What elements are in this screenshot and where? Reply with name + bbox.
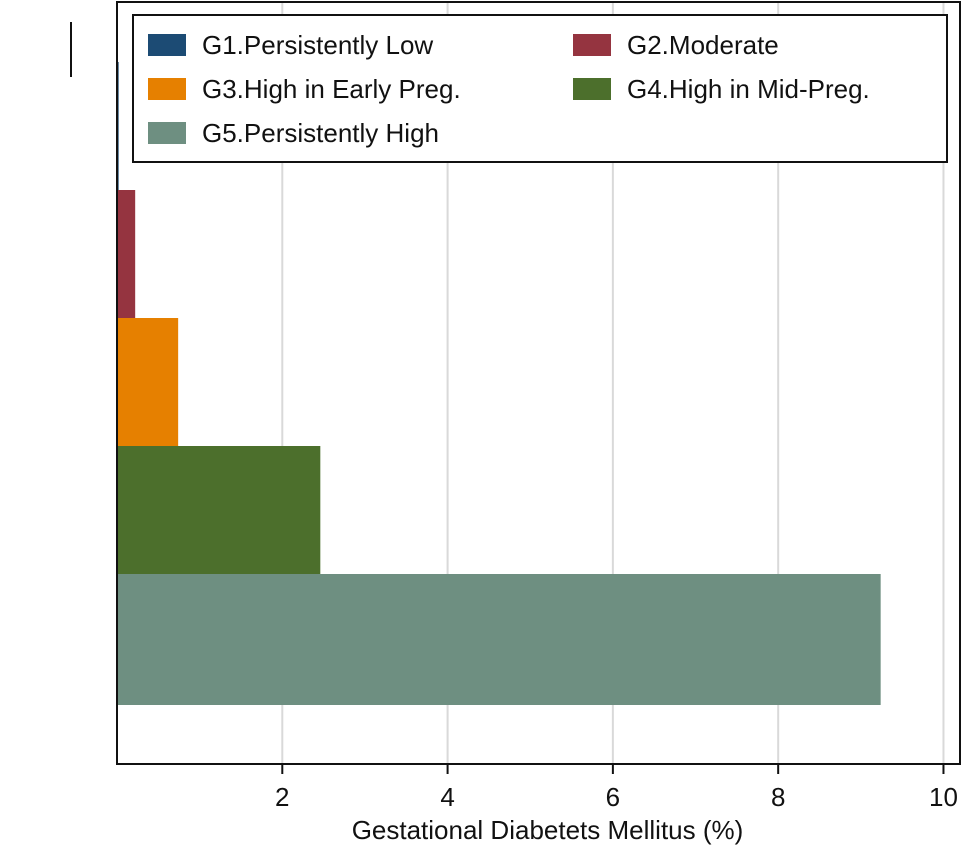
legend-label-g3: G3.High in Early Preg. <box>202 74 461 104</box>
x-axis <box>116 2 960 765</box>
bars <box>117 62 881 705</box>
bar-g2 <box>117 190 136 321</box>
x-tick-label-8: 8 <box>771 782 785 812</box>
x-tick-label-6: 6 <box>606 782 620 812</box>
x-axis-title: Gestational Diabetets Mellitus (%) <box>352 815 744 845</box>
legend-label-g1: G1.Persistently Low <box>202 30 433 60</box>
bar-g4 <box>117 446 321 577</box>
bar-g3 <box>117 318 179 449</box>
x-tick-label-2: 2 <box>275 782 289 812</box>
x-tick-label-4: 4 <box>440 782 454 812</box>
legend-swatch-g3 <box>148 78 186 100</box>
legend-swatch-g2 <box>573 34 611 56</box>
x-axis-ticks: 2 4 6 8 10 <box>275 764 958 812</box>
x-tick-label-10: 10 <box>929 782 958 812</box>
legend-label-g4: G4.High in Mid-Preg. <box>627 74 870 104</box>
legend-label-g5: G5.Persistently High <box>202 118 439 148</box>
legend-swatch-g5 <box>148 122 186 144</box>
legend-swatch-g4 <box>573 78 611 100</box>
bar-g5 <box>117 574 881 705</box>
legend-swatch-g1 <box>148 34 186 56</box>
legend-box <box>132 14 948 163</box>
legend-label-g2: G2.Moderate <box>627 30 779 60</box>
legend: G1.Persistently Low G2.Moderate G3.High in… <box>132 14 948 163</box>
